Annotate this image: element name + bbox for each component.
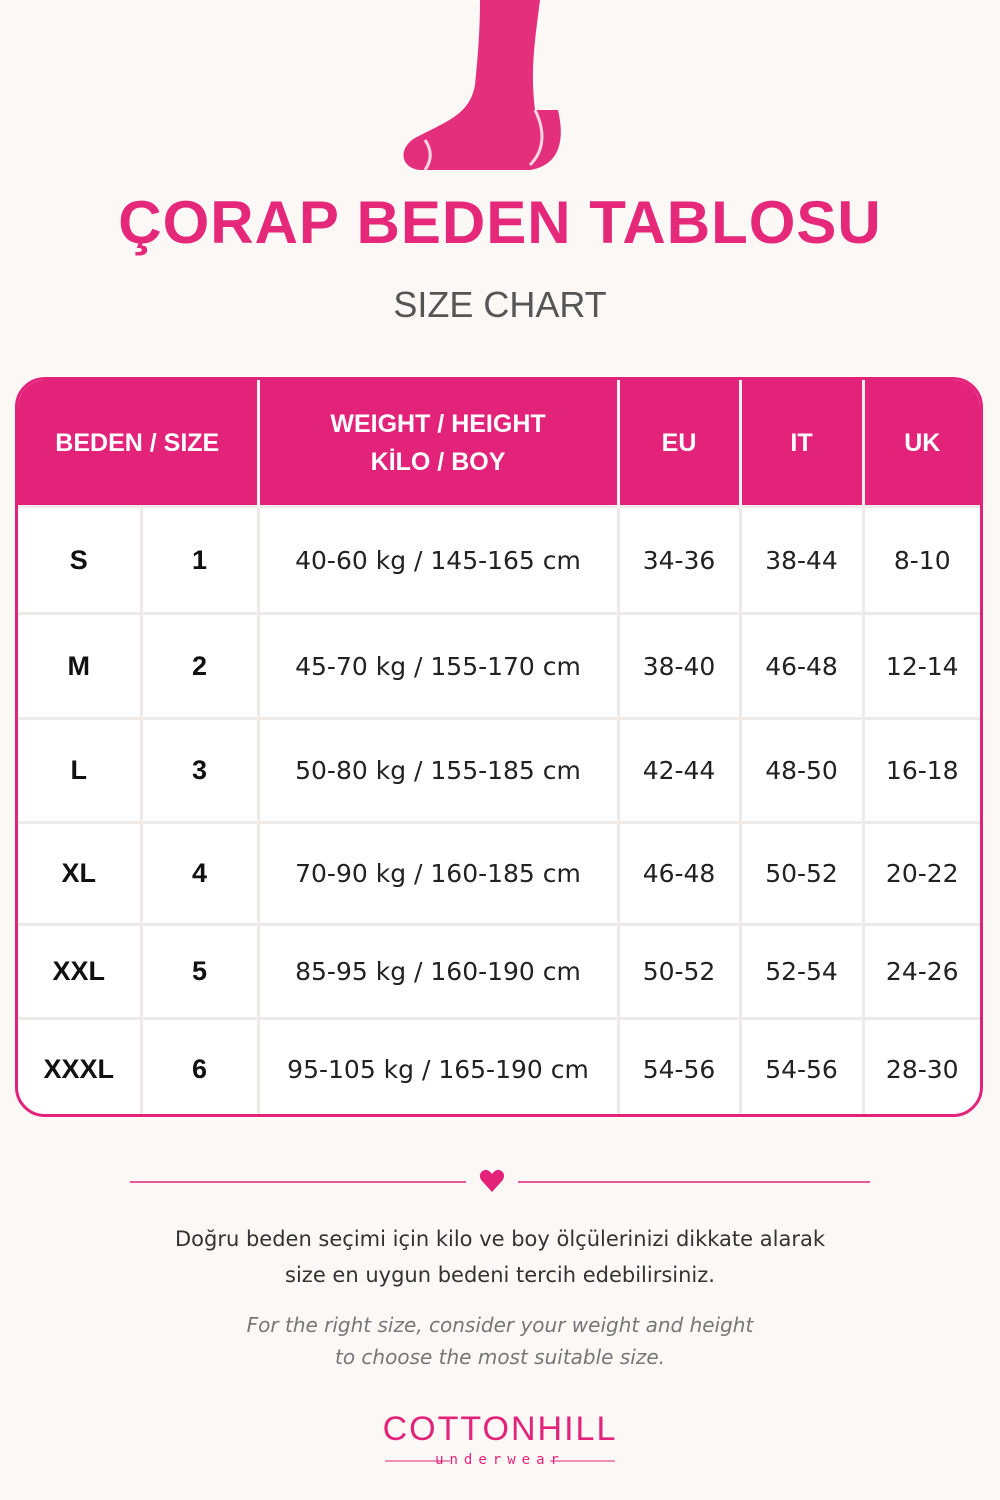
header-cell: WEIGHT / HEIGHT KİLO / BOY	[256, 380, 619, 507]
header-cell: UK	[861, 380, 980, 507]
note-en: For the right size, consider your weight…	[246, 1313, 754, 1337]
table-cell: 40-60 kg / 145-165 cm	[256, 505, 620, 615]
table-cell: 46-48	[738, 612, 865, 720]
table-body: S 1 40-60 kg / 145-165 cm 34-36 38-44 8-10 M 2 4…	[18, 505, 980, 1114]
sock	[403, 0, 561, 170]
header-line: WEIGHT / HEIGHT	[330, 409, 546, 438]
table-cell: 50-52	[616, 923, 742, 1020]
table-cell: 50-52	[738, 821, 865, 926]
table-cell: 38-44	[738, 505, 865, 615]
table-cell: 70-90 kg / 160-185 cm	[256, 821, 620, 926]
header-cell: IT	[738, 380, 864, 507]
table-cell: 8-10	[861, 505, 980, 615]
subtitle: SIZE CHART	[393, 284, 607, 325]
heart	[479, 1169, 505, 1192]
table-row: XXXL 6 95-105 kg / 165-190 cm 54-56 54-56 28-…	[18, 1017, 980, 1114]
table-cell: 46-48	[616, 821, 742, 926]
title: ÇORAP BEDEN TABLOSU	[118, 189, 882, 256]
table-cell: 3	[139, 717, 260, 824]
size-table: BEDEN / SIZE WEIGHT / HEIGHT KİLO / BOY E…	[15, 377, 983, 1117]
table-cell: 45-70 kg / 155-170 cm	[256, 612, 620, 720]
table-row: XL 4 70-90 kg / 160-185 cm 46-48 50-52 20-22	[18, 821, 980, 926]
table-row: S 1 40-60 kg / 145-165 cm 34-36 38-44 8-10	[18, 505, 980, 615]
note-en: to choose the most suitable size.	[335, 1345, 665, 1369]
table-cell: XXL	[18, 923, 143, 1020]
table-cell: 85-95 kg / 160-190 cm	[256, 923, 620, 1020]
table-cell: 2	[139, 612, 260, 720]
table-cell: 12-14	[861, 612, 980, 720]
table-cell: 95-105 kg / 165-190 cm	[256, 1017, 620, 1114]
table-row: XXL 5 85-95 kg / 160-190 cm 50-52 52-54 24-26	[18, 923, 980, 1020]
note-tr: size en uygun bedeni tercih edebilirsini…	[285, 1263, 715, 1287]
table-cell: 28-30	[861, 1017, 980, 1114]
table-cell: S	[18, 505, 143, 615]
table-cell: XXXL	[18, 1017, 143, 1114]
table-cell: L	[18, 717, 143, 824]
table-cell: 42-44	[616, 717, 742, 824]
table-cell: 5	[139, 923, 260, 1020]
table-cell: M	[18, 612, 143, 720]
table-cell: 24-26	[861, 923, 980, 1020]
table-cell: 20-22	[861, 821, 980, 926]
header-cell: BEDEN / SIZE	[18, 380, 259, 507]
sock-stitch	[423, 109, 544, 171]
table-cell: 54-56	[738, 1017, 865, 1114]
table-cell: 50-80 kg / 155-185 cm	[256, 717, 620, 824]
table-cell: 6	[139, 1017, 260, 1114]
header-cell: EU	[616, 380, 741, 507]
brand-tagline: underwear	[435, 1452, 565, 1468]
note-tr: Doğru beden seçimi için kilo ve boy ölçü…	[174, 1227, 825, 1251]
table-cell: 16-18	[861, 717, 980, 824]
header-line: KİLO / BOY	[370, 447, 506, 476]
table-cell: 54-56	[616, 1017, 742, 1114]
table: BEDEN / SIZE WEIGHT / HEIGHT KİLO / BOY E…	[18, 380, 980, 1114]
table-cell: 4	[139, 821, 260, 926]
table-cell: 48-50	[738, 717, 865, 824]
table-cell: 38-40	[616, 612, 742, 720]
table-cell: XL	[18, 821, 143, 926]
table-cell: 52-54	[738, 923, 865, 1020]
table-row: L 3 50-80 kg / 155-185 cm 42-44 48-50 16-18	[18, 717, 980, 824]
table-row: M 2 45-70 kg / 155-170 cm 38-40 46-48 12-14	[18, 612, 980, 720]
table-cell: 34-36	[616, 505, 742, 615]
brand: COTTONHILL	[382, 1410, 618, 1448]
table-cell: 1	[139, 505, 260, 615]
